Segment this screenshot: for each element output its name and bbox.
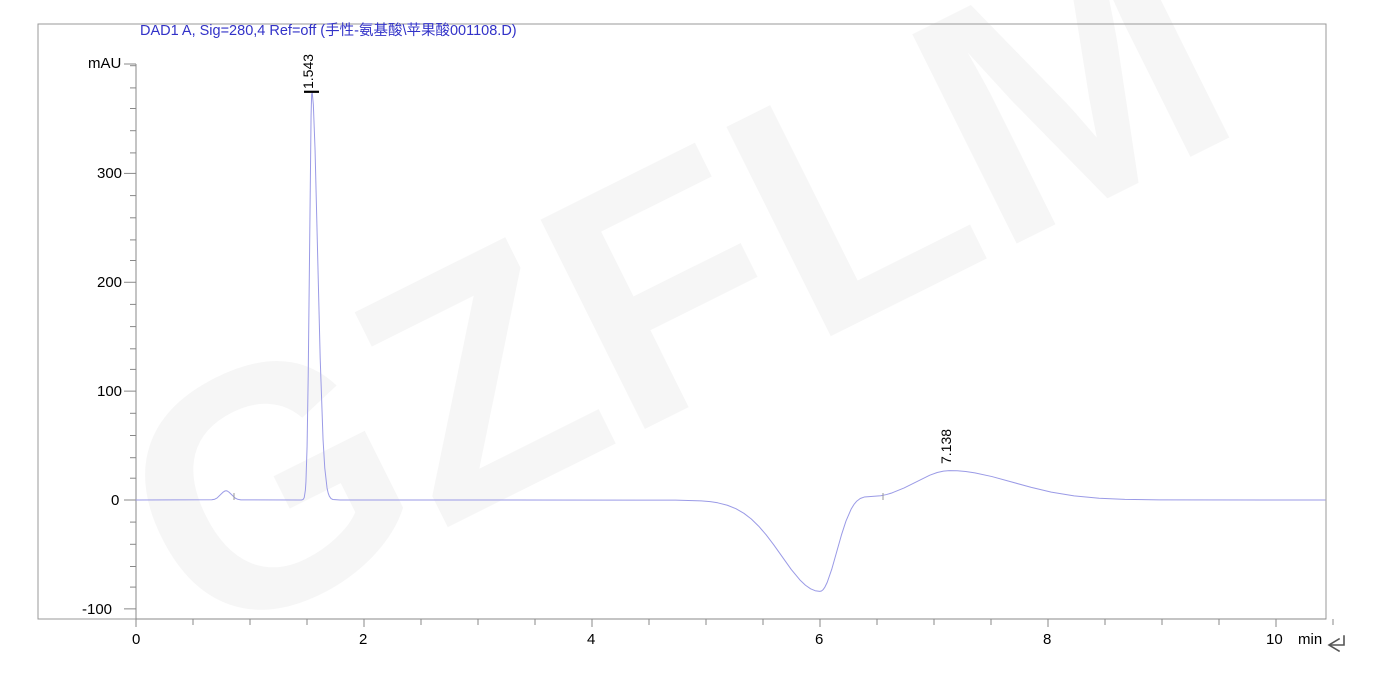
svg-text:1.543: 1.543 [300, 54, 316, 89]
svg-text:7.138: 7.138 [938, 429, 954, 464]
